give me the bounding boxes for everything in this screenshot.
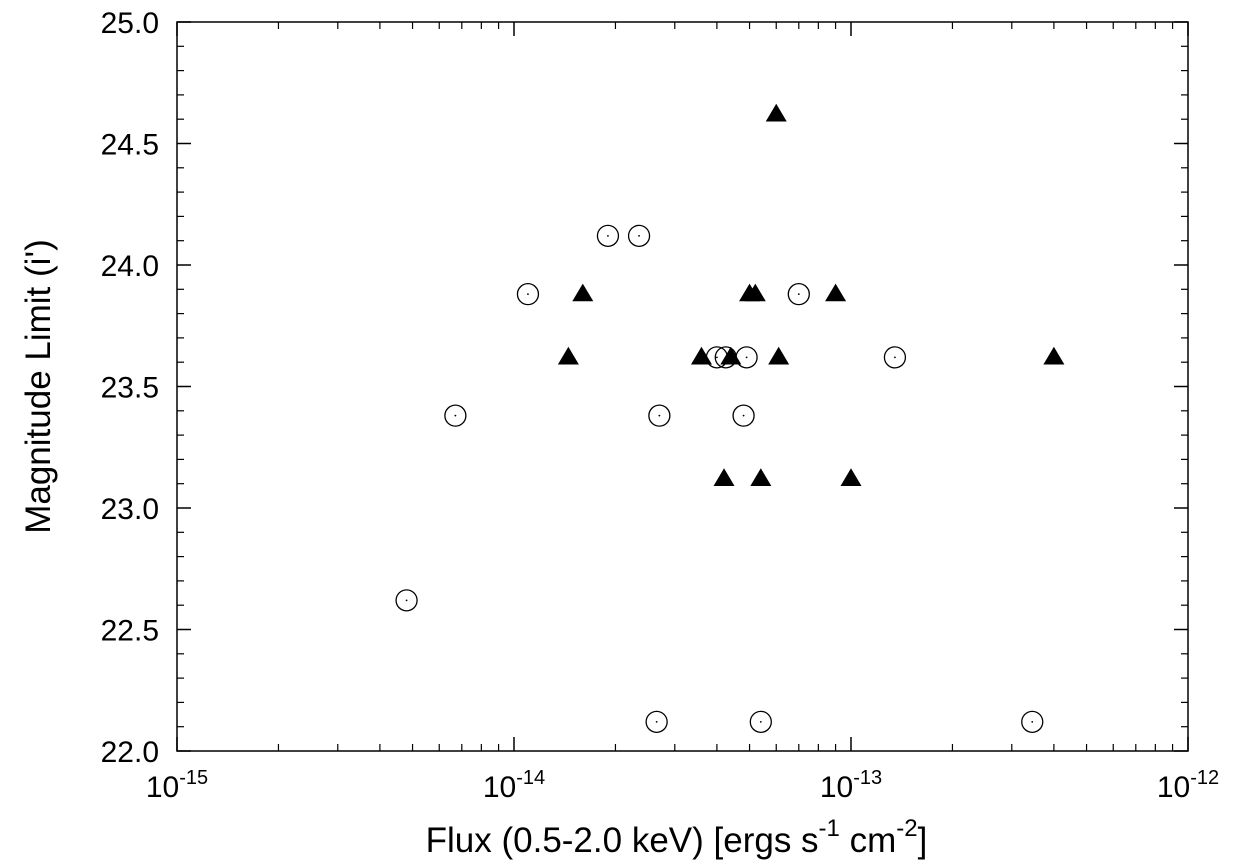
circle-point [732,404,755,427]
triangle-point [690,346,712,365]
y-tick-label: 24.0 [101,250,159,283]
circle-point-center [658,414,661,417]
triangle-point [557,346,579,365]
y-axis-title: Magnitude Limit (i') [19,239,58,534]
x-axis-title: Flux (0.5-2.0 keV) [ergs s-1 cm-2] [426,815,928,860]
triangle-point [1043,346,1065,365]
circle-point [395,589,418,612]
circle-point [627,224,651,247]
plot-frame [176,21,1189,752]
x-tick-label: 10-13 [820,767,882,804]
data-points [395,103,1065,733]
y-tick-label: 23.0 [101,493,159,526]
triangle-point [825,283,847,302]
circle-point-center [742,414,745,417]
triangle-point [840,468,862,486]
triangle-point [713,468,735,486]
circle-point [1021,710,1044,733]
circle-point-center [759,720,762,723]
circle-point-center [715,356,718,359]
circle-point-center [1031,720,1034,723]
circle-point [648,404,671,427]
x-tick-label: 10-15 [146,767,208,804]
circle-point-center [527,293,529,296]
circle-point-center [638,234,640,237]
y-ticks: 22.0 22.5 23.0 23.5 24.0 24.5 25.0 [101,7,1188,769]
circle-point-center [724,356,727,359]
circle-point [516,283,540,306]
circle-point-center [454,414,457,417]
circle-point [645,710,668,733]
circle-point [596,224,620,247]
triangle-point [750,468,772,486]
circle-point-center [745,356,748,359]
circle-point-center [797,293,800,296]
y-tick-label: 22.5 [101,615,159,648]
circle-point-center [607,234,609,237]
triangle-point [765,103,787,122]
y-tick-label: 23.5 [101,372,159,405]
circle-point [735,346,758,369]
circle-point [883,346,907,369]
triangle-point [572,283,594,302]
triangle-point [744,283,766,302]
circle-point-center [655,720,658,723]
circle-point [787,283,810,306]
circle-point [705,346,729,369]
triangle-point [768,346,790,365]
y-tick-label: 25.0 [101,7,159,40]
y-tick-label: 22.0 [101,736,159,769]
x-ticks: 10-15 10-14 10-13 10-12 [146,22,1219,804]
circle-point-center [894,356,896,359]
x-tick-label: 10-14 [483,767,545,804]
x-tick-label: 10-12 [1157,767,1219,804]
circle-point [444,404,467,427]
y-tick-label: 24.5 [101,129,159,162]
circle-point-center [405,599,408,602]
circle-point [749,710,772,733]
